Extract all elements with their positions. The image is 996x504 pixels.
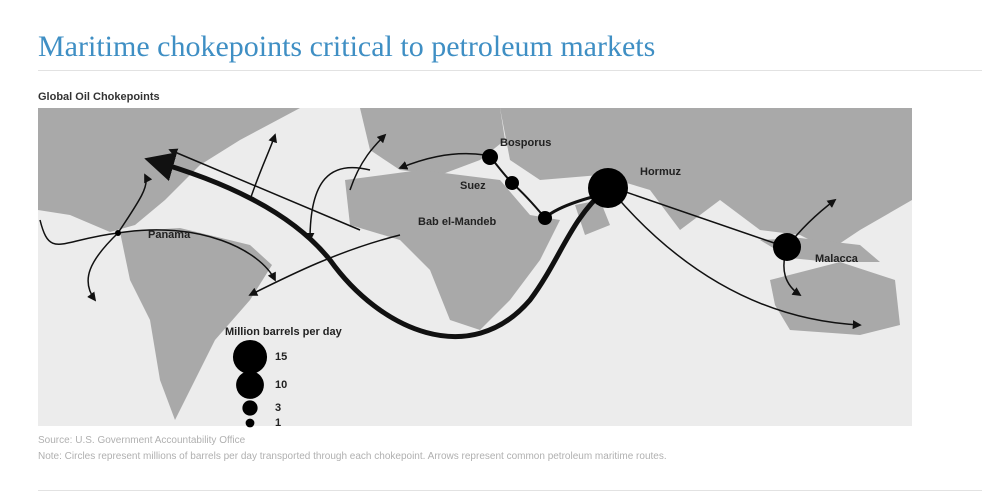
chokepoint-label: Bosporus <box>500 137 551 149</box>
chokepoint-label: Hormuz <box>640 166 681 178</box>
legend-label: 10 <box>275 379 287 391</box>
legend: 15 10 3 1 <box>232 339 287 429</box>
chokepoint-label: Malacca <box>815 253 859 265</box>
legend-circle <box>242 400 258 416</box>
chokepoint-label: Suez <box>460 180 486 192</box>
legend-circle <box>232 339 268 375</box>
legend-label: 3 <box>275 402 281 414</box>
chokepoint-label: Bab el-Mandeb <box>418 216 497 228</box>
legend-title: Million barrels per day <box>225 326 343 338</box>
legend-label: 1 <box>275 417 281 429</box>
legend-label: 15 <box>275 351 287 363</box>
legend-circle <box>245 418 255 428</box>
divider <box>38 490 982 491</box>
map: Global Oil Chokepoints <box>38 91 912 429</box>
chokepoint-label: Panama <box>148 229 191 241</box>
source: Source: U.S. Government Accountability O… <box>38 435 246 446</box>
legend-circle <box>236 371 264 399</box>
routes <box>39 133 862 340</box>
note: Note: Circles represent millions of barr… <box>38 451 667 462</box>
page-title: Maritime chokepoints critical to petrole… <box>38 30 656 63</box>
map-subtitle: Global Oil Chokepoints <box>38 91 160 103</box>
chokepoint-markers <box>115 149 801 261</box>
divider <box>38 70 982 71</box>
